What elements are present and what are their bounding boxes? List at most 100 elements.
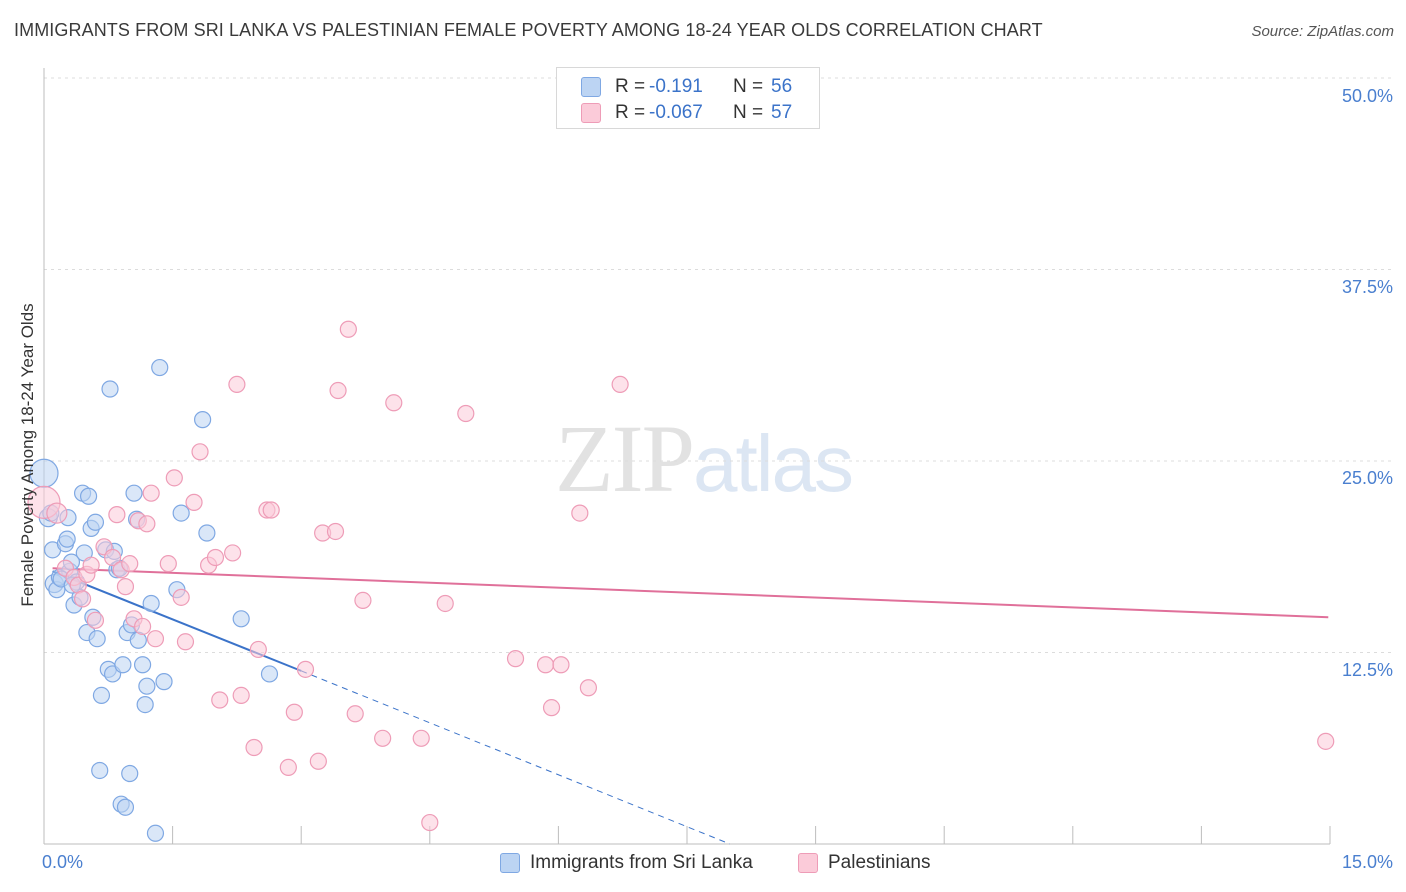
n-label: N = xyxy=(733,76,764,97)
trend-lines xyxy=(52,567,1329,845)
point-sri-lanka xyxy=(146,824,165,842)
point-palestinians xyxy=(346,705,364,723)
point-palestinians xyxy=(165,469,183,487)
series-legend: Immigrants from Sri Lanka Palestinians xyxy=(0,852,1406,878)
point-palestinians xyxy=(296,660,315,678)
point-palestinians xyxy=(279,758,297,777)
point-palestinians xyxy=(228,375,246,393)
legend-label-sri-lanka: Immigrants from Sri Lanka xyxy=(530,852,753,873)
point-sri-lanka xyxy=(133,656,152,674)
blue-swatch xyxy=(500,853,520,873)
point-palestinians xyxy=(185,493,203,511)
legend-item-palestinians[interactable]: Palestinians xyxy=(798,852,930,874)
n-value-pink: 57 xyxy=(771,102,793,123)
point-sri-lanka xyxy=(91,761,109,780)
point-sri-lanka xyxy=(136,695,154,714)
axes xyxy=(43,68,1331,845)
point-palestinians xyxy=(103,548,122,567)
point-palestinians xyxy=(73,590,92,608)
grid-lines xyxy=(44,77,1392,653)
point-sri-lanka xyxy=(101,380,119,398)
point-palestinians xyxy=(262,501,280,519)
point-sri-lanka xyxy=(155,673,173,691)
point-palestinians xyxy=(211,691,229,709)
point-palestinians xyxy=(146,630,165,648)
legend-label-palestinians: Palestinians xyxy=(828,852,931,873)
point-palestinians xyxy=(1317,732,1335,750)
point-palestinians xyxy=(421,813,439,832)
point-palestinians xyxy=(108,506,126,524)
y-tick-50: 50.0% xyxy=(1341,86,1393,106)
r-label: R = xyxy=(615,76,646,97)
y-tick-12-5: 12.5% xyxy=(1341,660,1393,680)
point-palestinians xyxy=(142,484,160,502)
point-sri-lanka xyxy=(232,610,250,628)
point-palestinians xyxy=(329,381,347,400)
point-palestinians xyxy=(579,679,598,697)
legend-item-sri-lanka[interactable]: Immigrants from Sri Lanka xyxy=(500,852,753,874)
point-sri-lanka xyxy=(198,524,216,542)
point-palestinians xyxy=(412,729,430,747)
point-palestinians xyxy=(249,640,267,659)
point-palestinians xyxy=(611,375,629,393)
point-palestinians xyxy=(176,633,195,651)
point-sri-lanka xyxy=(138,677,156,695)
r-value-pink: -0.067 xyxy=(649,102,703,123)
point-sri-lanka xyxy=(92,686,111,704)
pink-swatch xyxy=(798,853,818,873)
pink-swatch xyxy=(581,103,601,123)
point-sri-lanka xyxy=(58,530,76,548)
x-tick-15: 15.0% xyxy=(1341,852,1393,872)
point-sri-lanka xyxy=(142,594,160,613)
data-points xyxy=(27,320,1335,842)
point-sri-lanka xyxy=(260,665,279,683)
y-axis-title: Female Poverty Among 18-24 Year Olds xyxy=(18,303,37,607)
point-palestinians xyxy=(232,686,250,704)
point-palestinians xyxy=(309,752,327,770)
point-sri-lanka xyxy=(116,798,135,816)
point-palestinians xyxy=(159,555,177,573)
r-value-blue: -0.191 xyxy=(649,76,703,97)
correlation-legend: R = -0.191 N = 56 R = -0.067 N = 57 xyxy=(556,67,820,129)
x-tick-0: 0.0% xyxy=(42,852,84,872)
point-sri-lanka xyxy=(151,358,169,377)
point-palestinians xyxy=(172,588,190,606)
point-palestinians xyxy=(206,548,225,567)
point-palestinians xyxy=(354,591,372,610)
point-palestinians xyxy=(116,578,135,596)
n-label: N = xyxy=(733,102,764,123)
source-label: Source: ZipAtlas.com xyxy=(1251,23,1394,40)
point-palestinians xyxy=(121,555,139,573)
point-palestinians xyxy=(457,404,475,423)
point-palestinians xyxy=(385,394,403,412)
point-palestinians xyxy=(374,729,392,747)
y-tick-25: 25.0% xyxy=(1341,468,1393,488)
trend-line-palestinians xyxy=(52,567,1329,619)
point-sri-lanka xyxy=(172,504,190,522)
point-palestinians xyxy=(224,544,242,562)
point-palestinians xyxy=(285,703,303,721)
point-sri-lanka xyxy=(125,484,143,502)
point-palestinians xyxy=(436,594,454,613)
point-palestinians xyxy=(552,656,570,674)
point-sri-lanka xyxy=(88,630,106,648)
r-label: R = xyxy=(615,102,646,123)
point-sri-lanka xyxy=(194,411,212,429)
blue-swatch xyxy=(581,77,601,97)
point-palestinians xyxy=(138,515,156,533)
chart-title: IMMIGRANTS FROM SRI LANKA VS PALESTINIAN… xyxy=(14,20,1043,40)
n-value-blue: 56 xyxy=(771,76,793,97)
point-palestinians xyxy=(82,556,100,574)
point-palestinians xyxy=(46,502,68,524)
point-palestinians xyxy=(542,699,561,717)
point-sri-lanka xyxy=(121,764,139,783)
trend-line-sri-lanka-extrapolated xyxy=(301,670,731,845)
point-palestinians xyxy=(133,617,152,636)
point-palestinians xyxy=(339,320,357,338)
point-sri-lanka xyxy=(79,487,98,505)
point-sri-lanka xyxy=(114,656,132,674)
point-palestinians xyxy=(536,656,555,674)
point-palestinians xyxy=(191,443,209,461)
point-palestinians xyxy=(326,522,345,541)
